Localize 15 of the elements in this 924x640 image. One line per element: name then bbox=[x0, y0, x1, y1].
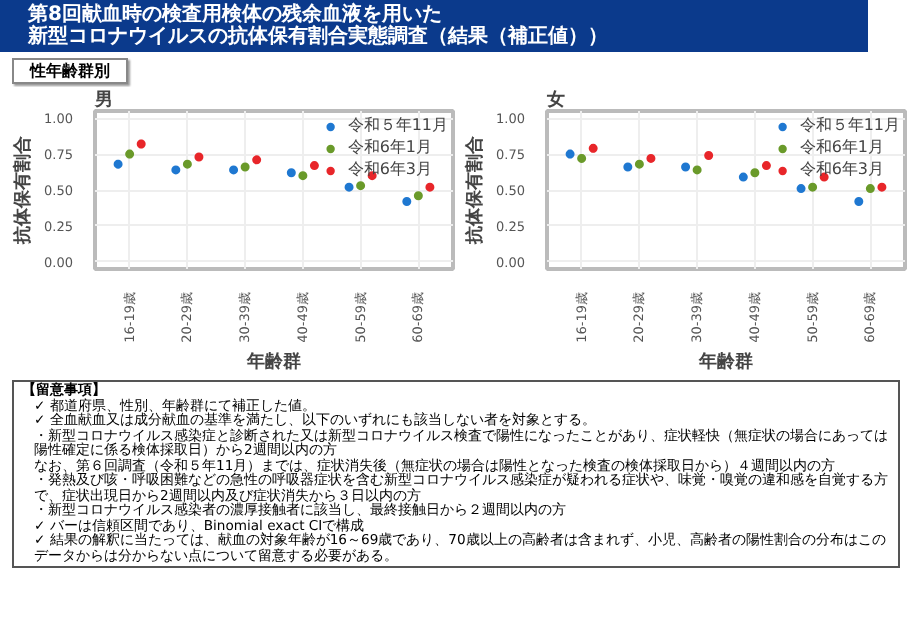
text: 性年齢群別 bbox=[12, 58, 128, 85]
legend-label: 令和6年3月 bbox=[347, 158, 432, 180]
legend-label: 令和５年11月 bbox=[347, 114, 448, 136]
y-axis-title: 抗体保有割合 bbox=[12, 134, 35, 246]
legend-label: 令和５年11月 bbox=[799, 114, 900, 136]
legend-label: 令和6年3月 bbox=[799, 158, 884, 180]
x-axis-title: 年齢群 bbox=[245, 350, 301, 373]
text: 新型コロナウイルスの抗体保有割合実態調査（結果（補正値）） bbox=[28, 26, 608, 48]
chart-title: 男 bbox=[93, 89, 113, 111]
y-axis-title: 抗体保有割合 bbox=[464, 134, 487, 246]
legend-label: 令和6年1月 bbox=[347, 136, 432, 158]
legend-label: 令和6年1月 bbox=[799, 136, 884, 158]
x-axis-title: 年齢群 bbox=[697, 350, 753, 373]
chart-title: 女 bbox=[545, 89, 565, 111]
text: 第8回献血時の検査用検体の残余血液を用いた bbox=[28, 4, 442, 26]
